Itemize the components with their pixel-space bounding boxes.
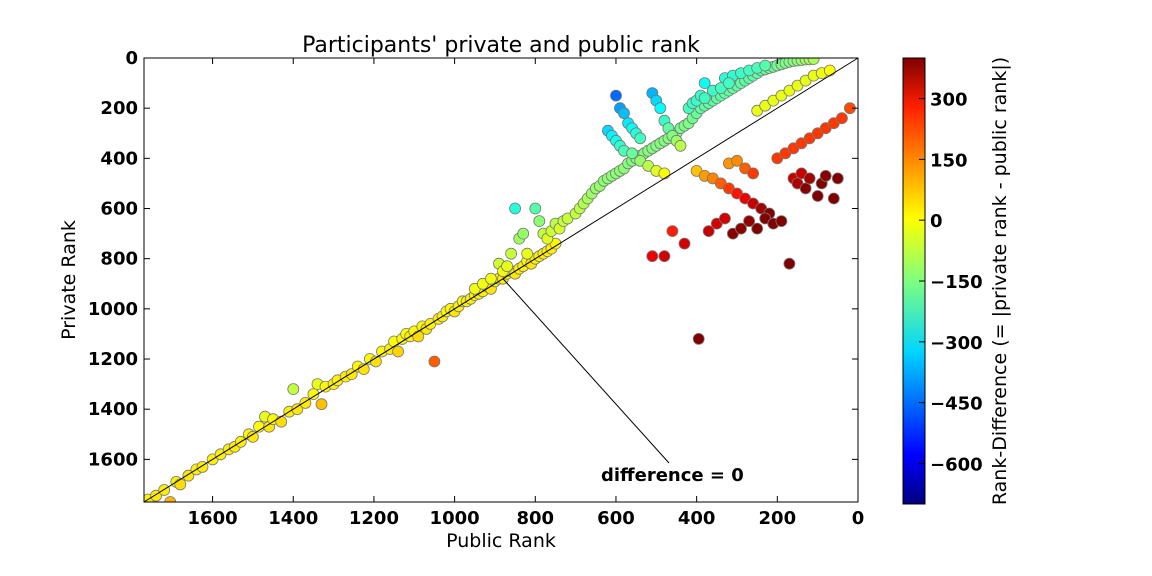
chart-title: Participants' private and public rank [302, 33, 700, 58]
y-axis-ticks: 0 200 400 600 800 1000 1200 1400 1600 [88, 48, 858, 470]
y-tick-label: 1400 [88, 399, 138, 420]
data-point [811, 190, 824, 202]
data-point [831, 172, 844, 185]
data-point [529, 202, 542, 215]
data-point [735, 222, 747, 235]
colorbar-tick-label: −300 [930, 333, 983, 354]
y-tick-label: 200 [100, 98, 138, 119]
data-point [698, 77, 711, 89]
data-point [307, 388, 320, 401]
x-tick-label: 800 [516, 508, 554, 529]
data-point [775, 215, 788, 228]
data-point [654, 102, 667, 115]
x-tick-label: 0 [852, 508, 865, 529]
data-point [803, 172, 816, 185]
data-point [698, 92, 711, 104]
data-point [658, 250, 671, 263]
data-point [246, 430, 259, 443]
data-point [751, 222, 764, 235]
colorbar-tick-label: −150 [930, 272, 983, 293]
colorbar-label: Rank-Difference (= |private rank - publi… [989, 57, 1011, 505]
data-point [315, 398, 328, 411]
data-point [807, 58, 820, 65]
data-point [823, 64, 836, 77]
data-point [164, 496, 177, 502]
x-axis-ticks: 1600 1400 1200 1000 800 600 400 200 0 [188, 58, 865, 529]
data-point [626, 147, 638, 160]
data-point [666, 225, 679, 238]
data-point [428, 355, 441, 368]
reference-line [143, 57, 859, 503]
annotation-label: difference = 0 [601, 465, 744, 486]
y-tick-label: 1600 [88, 449, 138, 470]
data-point [174, 478, 187, 491]
x-tick-label: 1000 [430, 508, 480, 529]
x-tick-label: 200 [759, 508, 797, 529]
data-point [509, 202, 521, 215]
data-point [618, 107, 630, 120]
annotation-arrow [502, 278, 670, 464]
y-tick-label: 1000 [88, 299, 138, 320]
data-point [827, 192, 840, 205]
data-point [731, 154, 743, 167]
x-tick-label: 1400 [268, 508, 318, 529]
data-point [287, 383, 300, 396]
colorbar-tick-label: −450 [930, 394, 983, 415]
data-point [517, 227, 530, 240]
data-point [759, 59, 772, 72]
x-axis-label: Public Rank [446, 530, 556, 552]
data-point [674, 139, 687, 152]
data-point [836, 112, 848, 125]
data-point [702, 225, 715, 238]
data-point [799, 182, 812, 195]
data-point [521, 247, 534, 260]
colorbar-ticks: 300 150 0 −150 −300 −450 −600 [919, 90, 983, 475]
colorbar-tick-label: −600 [930, 454, 983, 475]
x-tick-label: 600 [597, 508, 635, 529]
scatter-points [144, 58, 856, 502]
colorbar-tick-label: 150 [930, 150, 968, 171]
y-tick-label: 800 [100, 249, 138, 270]
x-tick-label: 400 [678, 508, 716, 529]
data-point [501, 260, 514, 273]
data-point [610, 89, 622, 102]
data-point [743, 215, 755, 228]
x-tick-label: 1600 [188, 508, 238, 529]
y-tick-label: 0 [125, 48, 138, 69]
data-point [678, 237, 691, 250]
colorbar-tick-label: 0 [930, 211, 943, 232]
data-point [533, 215, 546, 228]
data-point [505, 247, 518, 260]
y-tick-label: 600 [100, 199, 138, 220]
colorbar-tick-label: 300 [930, 90, 968, 111]
data-point [658, 167, 671, 180]
data-point [291, 403, 304, 416]
data-point [747, 167, 759, 180]
data-point [484, 272, 497, 285]
data-point [819, 169, 832, 182]
data-point [275, 415, 288, 428]
x-tick-label: 1200 [349, 508, 399, 529]
y-tick-label: 1200 [88, 349, 138, 370]
data-point [646, 250, 659, 263]
plot-frame [143, 57, 859, 503]
data-point [634, 132, 647, 145]
y-tick-label: 400 [100, 148, 138, 169]
y-axis-label: Private Rank [58, 220, 80, 340]
data-point [783, 257, 796, 270]
data-point [692, 332, 705, 345]
data-point [392, 345, 405, 358]
data-point [719, 212, 731, 225]
data-point [723, 77, 735, 89]
